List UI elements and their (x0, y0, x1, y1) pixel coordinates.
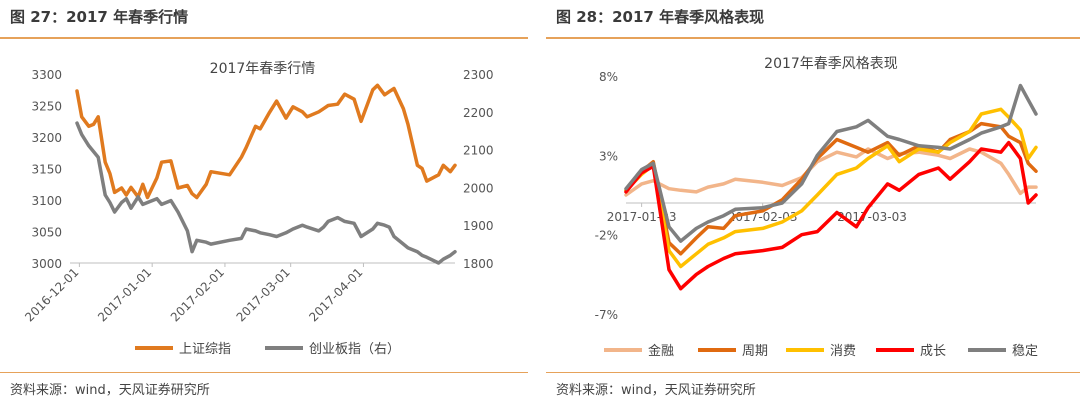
figure-title-28: 图 28：2017 年春季风格表现 (556, 8, 765, 26)
series-line-3 (624, 140, 1038, 291)
legend-label: 消费 (830, 344, 856, 359)
source-rule (0, 372, 528, 373)
left-panel: 图 27：2017 年春季行情 2017年春季行情 3300 3250 3200 315… (0, 0, 528, 409)
left-axis-tick-label: 3250 (31, 100, 62, 114)
figure-title-27: 图 27：2017 年春季行情 (10, 8, 189, 26)
legend-label: 金融 (648, 343, 674, 359)
spring-market-chart: 2017年春季行情 3300 3250 3200 3150 3100 3050 3000 230… (22, 61, 494, 357)
left-axis-tick-label: 3300 (31, 68, 62, 82)
series-line-1 (624, 121, 1038, 256)
x-axis-tick-label: 2016-12-01 (22, 265, 81, 324)
right-axis-tick-label: 2200 (463, 106, 494, 120)
right-axis-tick-label: 2100 (463, 144, 494, 158)
series-line-shanghai (75, 83, 457, 200)
x-axis-tick-label: 2017-01-01 (95, 265, 154, 324)
right-axis-tick-label: 1900 (463, 219, 494, 233)
series-line-0 (624, 147, 1038, 197)
x-axis-tick-label: 2017-04-01 (306, 265, 365, 324)
right-axis-tick-label: 1800 (463, 257, 494, 271)
right-axis-tick-label: 2000 (463, 181, 494, 195)
x-axis-tick-label: 2017-03-03 (837, 210, 907, 224)
right-panel: 图 28：2017 年春季风格表现 2017年春季风格表现 8% 3% -2% -7% 2… (546, 0, 1080, 409)
right-axis-tick-label: 2300 (463, 68, 494, 82)
y-axis-tick-label: 8% (599, 70, 618, 84)
source-note: 资料来源：wind，天风证券研究所 (556, 383, 756, 398)
left-axis-tick-label: 3000 (31, 257, 62, 271)
y-axis-tick-label: -2% (595, 229, 618, 243)
legend-label: 稳定 (1012, 343, 1038, 359)
y-axis-tick-label: 3% (599, 149, 618, 163)
chart-title: 2017年春季风格表现 (764, 56, 898, 72)
y-axis-tick-label: -7% (595, 308, 618, 322)
legend-label: 成长 (920, 344, 946, 359)
series-line-2 (624, 107, 1038, 269)
title-rule (0, 37, 528, 39)
legend-label: 周期 (742, 344, 768, 359)
series-line-chinext (75, 121, 457, 265)
series-line-4 (624, 83, 1038, 243)
left-axis-tick-label: 3100 (31, 194, 62, 208)
left-axis-tick-label: 3150 (31, 163, 62, 177)
left-axis-tick-label: 3050 (31, 226, 62, 240)
x-axis-tick-label: 2017-02-01 (168, 265, 227, 324)
left-axis-tick-label: 3200 (31, 131, 62, 145)
source-rule (546, 372, 1080, 373)
legend-label: 创业板指（右） (309, 342, 400, 357)
chart-title: 2017年春季行情 (210, 61, 316, 77)
legend-label: 上证综指 (179, 342, 231, 357)
x-axis-tick-label: 2017-03-01 (234, 265, 293, 324)
source-note: 资料来源：wind，天风证券研究所 (10, 383, 210, 398)
title-rule (546, 37, 1080, 39)
